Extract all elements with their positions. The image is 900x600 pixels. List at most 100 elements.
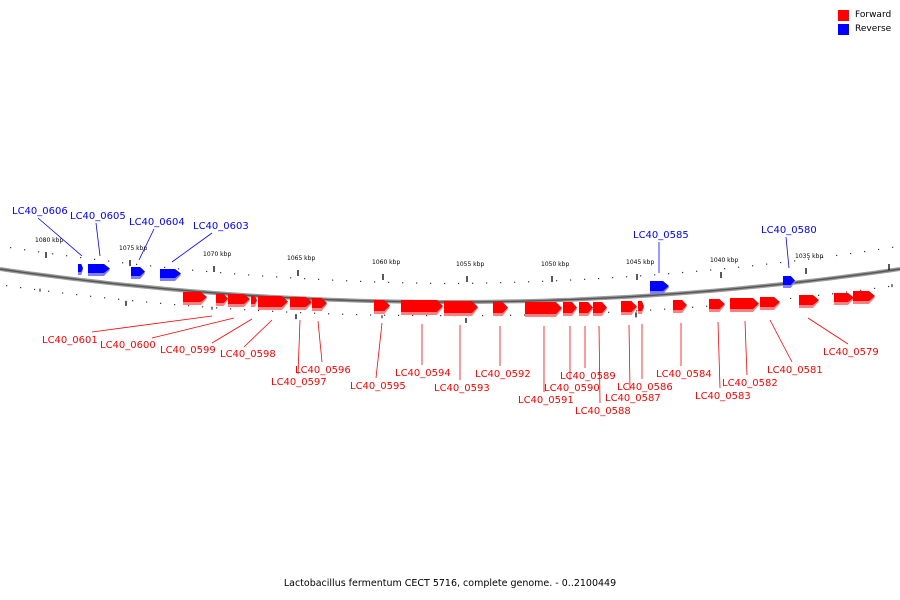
ruler-tick-label: 1075 kbp (119, 245, 147, 252)
inner-tick-dot (272, 310, 274, 312)
inner-tick-dot (706, 305, 708, 307)
outer-tick-dot (780, 261, 782, 264)
outer-tick-dot (38, 251, 40, 253)
outer-tick-dot (724, 268, 726, 270)
outer-tick-dot (766, 263, 768, 265)
forward-gene-arrow (673, 300, 687, 310)
forward-gene-arrow (228, 294, 250, 304)
forward-gene-label: LC40_0593 (434, 383, 490, 394)
genome-caption: Lactobacillus fermentum CECT 5716, compl… (283, 578, 617, 589)
outer-tick-dot (822, 256, 824, 258)
outer-tick-dot (794, 260, 796, 262)
forward-gene-leader (717, 321, 721, 389)
forward-gene-label: LC40_0582 (722, 378, 778, 389)
inner-tick-dot (48, 290, 50, 292)
forward-gene-arrow (579, 302, 593, 313)
ruler-tick-label: 1045 kbp (626, 259, 654, 266)
legend-reverse-label: Reverse (855, 24, 892, 34)
forward-gene-label: LC40_0592 (475, 369, 531, 380)
outer-tick-dot (864, 250, 866, 253)
inner-tick-dot (384, 314, 386, 316)
outer-tick-dot (668, 273, 670, 275)
reverse-gene-leader (171, 232, 213, 263)
ruler-tick-label: 1080 kbp (35, 237, 63, 244)
outer-tick-dot (752, 265, 754, 267)
outer-tick-dot (850, 252, 852, 255)
reverse-gene-arrow (131, 267, 145, 276)
outer-tick-dot (248, 274, 250, 276)
forward-gene-leader (628, 324, 631, 391)
reverse-gene-arrow (88, 264, 110, 273)
forward-gene-label: LC40_0586 (617, 382, 673, 393)
forward-gene-arrow (251, 296, 257, 304)
reverse-gene-label: LC40_0604 (129, 217, 185, 228)
outer-tick-dot (66, 255, 68, 257)
outer-tick-dot (710, 269, 712, 271)
outer-tick-dot (122, 262, 124, 264)
inner-tick-dot (426, 315, 428, 317)
legend: Forward Reverse (838, 8, 891, 36)
forward-gene-label: LC40_0591 (518, 395, 574, 406)
inner-tick-dot (888, 285, 890, 288)
inner-tick-dot (118, 298, 120, 300)
forward-gene-label: LC40_0596 (295, 365, 351, 376)
forward-gene-arrow (216, 294, 228, 303)
inner-tick-dot (636, 310, 638, 312)
inner-tick-dot (790, 297, 792, 300)
forward-gene-label: LC40_0588 (575, 406, 631, 417)
inner-tick-dot (342, 313, 344, 315)
ruler-tick-label: 1035 kbp (795, 253, 823, 260)
outer-tick-dot (458, 282, 460, 285)
reverse-gene-label: LC40_0603 (193, 221, 249, 232)
forward-gene-arrow (760, 297, 780, 307)
outer-tick-dot (206, 270, 208, 273)
forward-gene-label: LC40_0590 (544, 383, 600, 394)
inner-tick-dot (832, 293, 834, 295)
outer-tick-dot (836, 254, 838, 257)
forward-gene-arrow (183, 292, 207, 302)
reverse-gene-arrow (160, 269, 181, 278)
inner-tick-dot (440, 315, 442, 317)
forward-gene-leader (769, 319, 793, 363)
inner-tick-dot (608, 311, 610, 313)
forward-gene-label: LC40_0581 (767, 365, 823, 376)
reverse-gene-label: LC40_0606 (12, 206, 68, 217)
inner-tick-dot (524, 314, 526, 316)
outer-tick-dot (416, 282, 418, 284)
forward-gene-leader (151, 317, 235, 339)
outer-tick-dot (500, 282, 502, 284)
outer-tick-dot (570, 279, 572, 281)
forward-gene-arrow (312, 298, 327, 308)
outer-tick-dot (654, 274, 656, 276)
outer-tick-dot (388, 281, 390, 283)
inner-tick-dot (258, 309, 260, 312)
forward-gene-leader (598, 325, 601, 404)
forward-gene-arrow (444, 301, 478, 313)
outer-tick-dot (304, 278, 306, 280)
forward-gene-arrow (563, 302, 577, 313)
reverse-gene-leader (95, 222, 101, 257)
forward-gene-leader (807, 317, 849, 345)
forward-gene-label: LC40_0595 (350, 381, 406, 392)
inner-tick-dot (398, 314, 400, 317)
outer-tick-dot (430, 282, 432, 284)
forward-gene-label: LC40_0597 (271, 377, 327, 388)
outer-tick-dot (24, 249, 26, 251)
forward-gene-arrow (525, 302, 562, 314)
ruler-tick-label: 1070 kbp (203, 251, 231, 258)
outer-tick-dot (514, 281, 516, 283)
forward-gene-arrow (834, 293, 854, 302)
outer-tick-dot (80, 256, 82, 259)
forward-gene-leader (744, 320, 748, 376)
reverse-gene-arrow (78, 264, 83, 272)
forward-gene-label: LC40_0584 (656, 369, 712, 380)
inner-tick-dot (104, 297, 106, 299)
outer-tick-dot (360, 280, 362, 282)
outer-tick-dot (878, 248, 880, 251)
outer-tick-dot (402, 282, 404, 284)
outer-tick-dot (178, 268, 180, 270)
outer-tick-dot (220, 272, 222, 274)
outer-tick-dot (892, 246, 894, 248)
outer-tick-dot (696, 270, 698, 272)
inner-tick-dot (62, 292, 64, 294)
